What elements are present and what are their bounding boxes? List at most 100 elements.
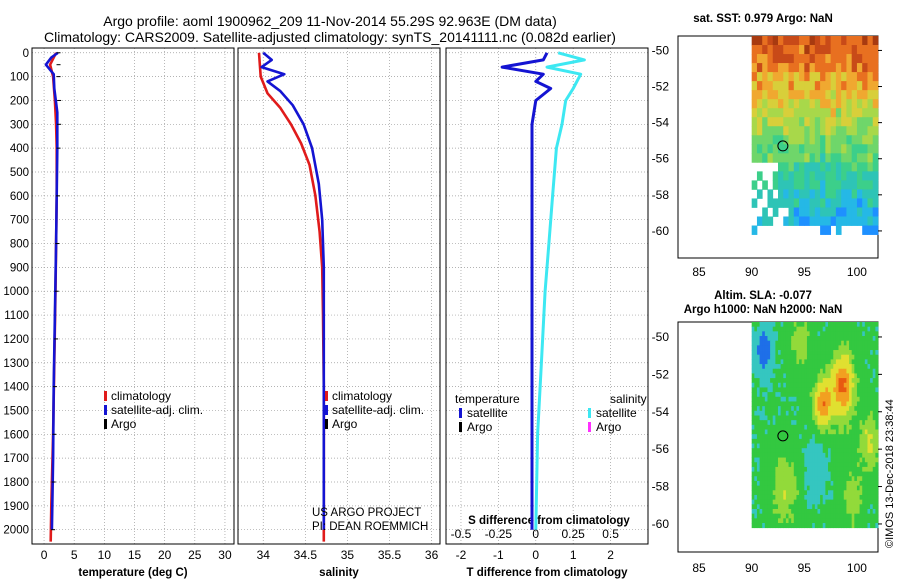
sla-cell xyxy=(841,462,845,468)
sla-cell xyxy=(783,429,787,435)
sla-cell xyxy=(830,392,834,398)
sla-cell xyxy=(764,434,768,440)
sla-cell xyxy=(838,476,842,482)
sla-cell xyxy=(867,452,871,458)
sst-cell xyxy=(778,108,784,118)
sla-cell xyxy=(872,452,876,458)
sla-cell xyxy=(859,443,863,449)
sla-cell xyxy=(775,518,779,524)
sla-cell xyxy=(830,494,834,501)
sla-cell xyxy=(814,415,818,421)
sla-cell xyxy=(862,490,866,496)
depth-tick-label: 1100 xyxy=(4,310,29,322)
sla-cell xyxy=(843,420,847,426)
sla-cell xyxy=(846,462,850,468)
sla-cell xyxy=(780,406,784,412)
sla-cell xyxy=(751,345,755,351)
sst-cell xyxy=(762,99,768,109)
sst-cell xyxy=(835,90,842,100)
sla-cell xyxy=(799,434,803,440)
sla-cell xyxy=(770,448,774,454)
sla-cell xyxy=(828,368,832,374)
sla-cell xyxy=(870,387,874,393)
sla-cell xyxy=(756,340,760,346)
sla-cell xyxy=(856,429,860,435)
sla-cell xyxy=(812,504,816,510)
sst-cell xyxy=(851,45,858,55)
sst-cell xyxy=(820,72,826,82)
sst-cell xyxy=(867,90,874,100)
sla-cell xyxy=(801,401,805,407)
sla-cell xyxy=(854,340,858,346)
sst-cell xyxy=(799,153,805,163)
sst-cell xyxy=(751,99,758,109)
sla-cell xyxy=(843,494,847,501)
sla-cell xyxy=(875,387,879,393)
sla-cell xyxy=(825,336,829,342)
sst-cell xyxy=(762,45,768,55)
sst-cell xyxy=(867,108,874,118)
sla-cell xyxy=(849,457,853,463)
sla-cell xyxy=(822,499,826,505)
sst-cell xyxy=(799,54,805,64)
sla-cell xyxy=(785,523,789,529)
sla-cell xyxy=(864,452,868,458)
sla-cell xyxy=(772,504,776,510)
sla-cell xyxy=(754,340,758,346)
sst-cell xyxy=(804,72,810,82)
sst-cell xyxy=(762,126,768,136)
sst-cell xyxy=(820,189,826,199)
sst-cell xyxy=(793,117,800,127)
sla-cell xyxy=(849,392,853,398)
sla-cell xyxy=(856,434,860,440)
sla-cell xyxy=(812,494,816,501)
sla-cell xyxy=(759,401,763,407)
sla-cell xyxy=(825,410,829,416)
sla-cell xyxy=(791,476,795,482)
sla-cell xyxy=(762,382,766,388)
sla-cell xyxy=(841,438,845,444)
sla-cell xyxy=(767,443,771,449)
sla-cell xyxy=(875,499,879,505)
sla-cell xyxy=(770,434,774,440)
sla-cell xyxy=(775,457,779,463)
sla-cell xyxy=(799,359,803,365)
sst-cell xyxy=(809,126,816,136)
sla-cell xyxy=(751,322,755,328)
sla-cell xyxy=(864,466,868,472)
sla-cell xyxy=(788,326,792,332)
sla-cell xyxy=(756,452,760,458)
sla-cell xyxy=(801,340,805,346)
sla-cell xyxy=(780,368,784,374)
sla-cell xyxy=(759,396,763,402)
sla-cell xyxy=(767,429,771,435)
sla-cell xyxy=(814,480,818,487)
sla-cell xyxy=(814,471,818,477)
sst-cell xyxy=(872,81,879,91)
sst-cell xyxy=(767,63,774,73)
sla-cell xyxy=(830,499,834,505)
temperature-satellite-diff-line xyxy=(500,52,553,530)
sla-cell xyxy=(754,326,758,332)
sla-cell xyxy=(841,345,845,351)
sla-cell xyxy=(841,378,845,384)
sla-cell xyxy=(849,480,853,487)
sla-cell xyxy=(806,415,810,421)
sla-cell xyxy=(762,364,766,370)
sla-cell xyxy=(751,396,755,402)
sla-cell xyxy=(772,513,776,519)
sla-cell xyxy=(764,364,768,370)
sla-cell xyxy=(754,471,758,477)
sst-cell xyxy=(778,36,784,46)
sst-map-lat-label: -52 xyxy=(652,80,670,94)
sla-cell xyxy=(812,373,816,379)
sla-cell xyxy=(801,452,805,458)
sla-cell xyxy=(793,387,797,393)
legend-swatch xyxy=(325,419,328,429)
sla-cell xyxy=(817,396,821,402)
sst-cell xyxy=(783,144,789,154)
sla-cell xyxy=(788,494,792,501)
sla-cell xyxy=(788,499,792,505)
sla-cell xyxy=(833,485,837,491)
sla-cell xyxy=(806,345,810,351)
